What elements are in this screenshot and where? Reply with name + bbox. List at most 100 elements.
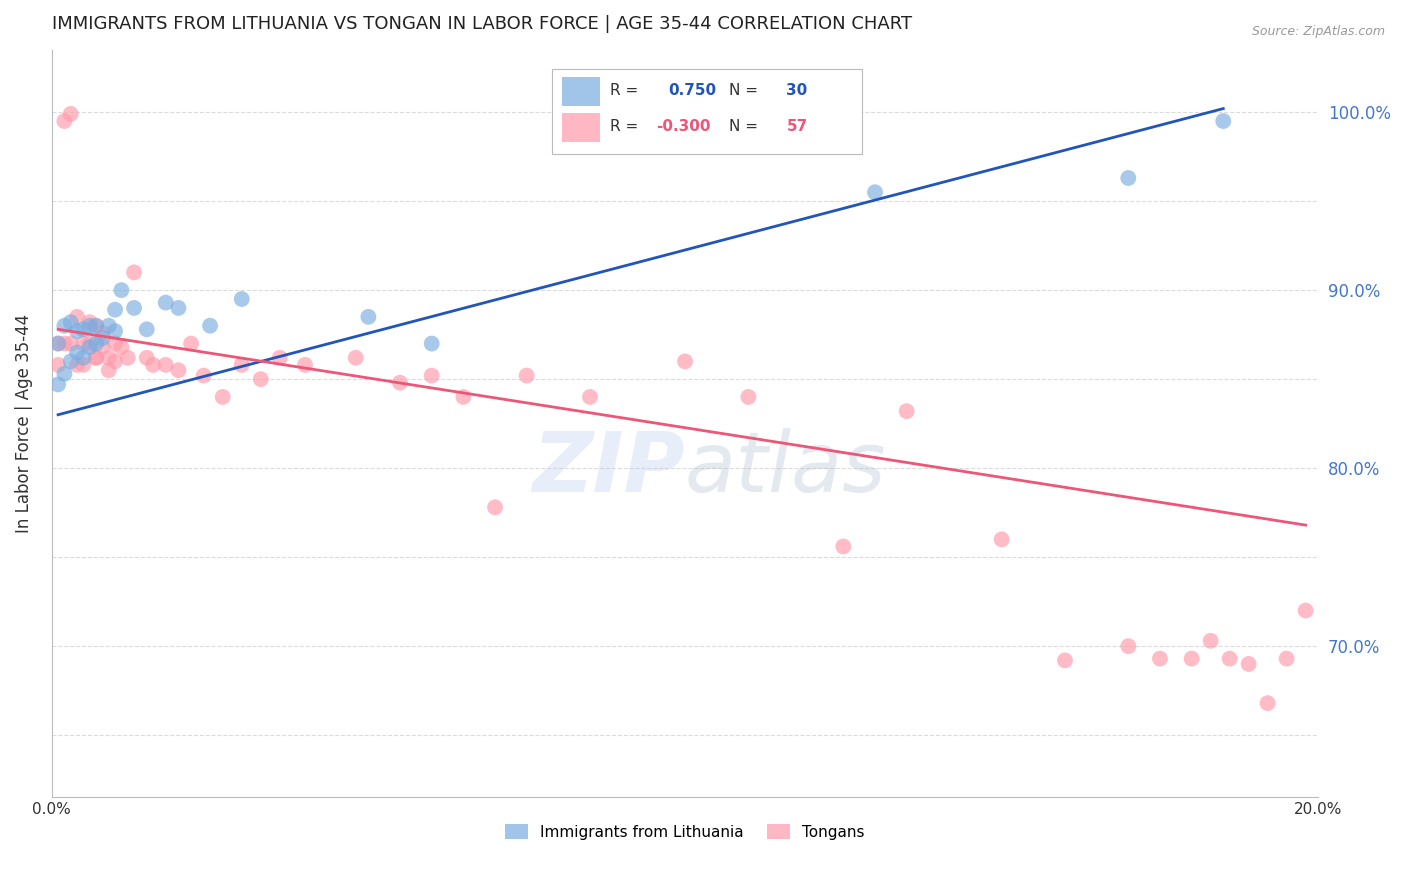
Point bbox=[104, 354, 127, 368]
Point bbox=[1275, 651, 1298, 665]
Point bbox=[1116, 639, 1139, 653]
Point bbox=[579, 390, 602, 404]
Point bbox=[1116, 171, 1139, 186]
Point bbox=[193, 368, 215, 383]
Text: IMMIGRANTS FROM LITHUANIA VS TONGAN IN LABOR FORCE | AGE 35-44 CORRELATION CHART: IMMIGRANTS FROM LITHUANIA VS TONGAN IN L… bbox=[52, 15, 912, 33]
Point bbox=[59, 107, 82, 121]
Point bbox=[97, 318, 120, 333]
Text: R =: R = bbox=[610, 84, 644, 98]
Point bbox=[990, 533, 1012, 547]
Point bbox=[104, 336, 127, 351]
Point bbox=[79, 315, 101, 329]
Legend: Immigrants from Lithuania, Tongans: Immigrants from Lithuania, Tongans bbox=[499, 818, 870, 846]
Point bbox=[135, 322, 157, 336]
Point bbox=[294, 358, 316, 372]
Text: atlas: atlas bbox=[685, 428, 887, 509]
Point bbox=[155, 295, 177, 310]
Point bbox=[231, 358, 253, 372]
Point bbox=[46, 336, 69, 351]
Text: ZIP: ZIP bbox=[533, 428, 685, 509]
Point bbox=[72, 322, 94, 336]
Text: Source: ZipAtlas.com: Source: ZipAtlas.com bbox=[1251, 25, 1385, 38]
Point bbox=[91, 326, 114, 340]
Point bbox=[1219, 651, 1241, 665]
Point bbox=[863, 186, 886, 200]
Text: 57: 57 bbox=[786, 120, 807, 135]
Point bbox=[1053, 653, 1076, 667]
Point bbox=[167, 301, 190, 315]
Point bbox=[46, 377, 69, 392]
Point bbox=[66, 345, 89, 359]
FancyBboxPatch shape bbox=[562, 78, 600, 106]
Point bbox=[269, 351, 291, 365]
Point bbox=[249, 372, 271, 386]
Point bbox=[59, 354, 82, 368]
Point bbox=[66, 324, 89, 338]
Point bbox=[737, 390, 759, 404]
Point bbox=[84, 351, 107, 365]
Point bbox=[79, 318, 101, 333]
Point bbox=[344, 351, 367, 365]
Point bbox=[72, 351, 94, 365]
Point bbox=[231, 292, 253, 306]
Point bbox=[72, 336, 94, 351]
Point bbox=[211, 390, 233, 404]
Point bbox=[46, 336, 69, 351]
Point bbox=[1257, 696, 1279, 710]
Point bbox=[110, 340, 132, 354]
Point bbox=[84, 351, 107, 365]
Point bbox=[84, 318, 107, 333]
Point bbox=[389, 376, 412, 390]
Point bbox=[53, 336, 76, 351]
Text: N =: N = bbox=[730, 84, 763, 98]
Point bbox=[104, 324, 127, 338]
Point bbox=[420, 336, 443, 351]
Point bbox=[84, 336, 107, 351]
Text: 0.750: 0.750 bbox=[668, 84, 717, 98]
Point bbox=[59, 315, 82, 329]
Point bbox=[79, 336, 101, 351]
Point bbox=[832, 540, 855, 554]
Point bbox=[167, 363, 190, 377]
Point bbox=[1199, 633, 1222, 648]
Point bbox=[66, 310, 89, 324]
Point bbox=[79, 340, 101, 354]
Point bbox=[104, 302, 127, 317]
Point bbox=[1149, 651, 1171, 665]
Text: N =: N = bbox=[730, 120, 763, 135]
Point bbox=[1295, 603, 1317, 617]
FancyBboxPatch shape bbox=[553, 69, 862, 154]
Text: R =: R = bbox=[610, 120, 644, 135]
Point bbox=[1237, 657, 1260, 671]
Point bbox=[357, 310, 380, 324]
Text: 30: 30 bbox=[786, 84, 807, 98]
Point bbox=[66, 358, 89, 372]
Point bbox=[122, 301, 145, 315]
Point bbox=[180, 336, 202, 351]
Point bbox=[46, 358, 69, 372]
Point bbox=[97, 363, 120, 377]
Point bbox=[72, 358, 94, 372]
Point bbox=[420, 368, 443, 383]
Point bbox=[53, 114, 76, 128]
Point bbox=[516, 368, 538, 383]
Point bbox=[91, 340, 114, 354]
Point bbox=[896, 404, 918, 418]
Point bbox=[135, 351, 157, 365]
Point bbox=[673, 354, 696, 368]
Point bbox=[1212, 114, 1234, 128]
Point bbox=[117, 351, 139, 365]
Point bbox=[484, 500, 506, 515]
Point bbox=[53, 318, 76, 333]
Point bbox=[84, 318, 107, 333]
Point bbox=[97, 351, 120, 365]
Point bbox=[155, 358, 177, 372]
Point bbox=[453, 390, 475, 404]
FancyBboxPatch shape bbox=[562, 113, 600, 142]
Point bbox=[122, 265, 145, 279]
Point bbox=[142, 358, 165, 372]
Text: -0.300: -0.300 bbox=[655, 120, 710, 135]
Point bbox=[59, 336, 82, 351]
Point bbox=[1181, 651, 1204, 665]
Point bbox=[110, 283, 132, 297]
